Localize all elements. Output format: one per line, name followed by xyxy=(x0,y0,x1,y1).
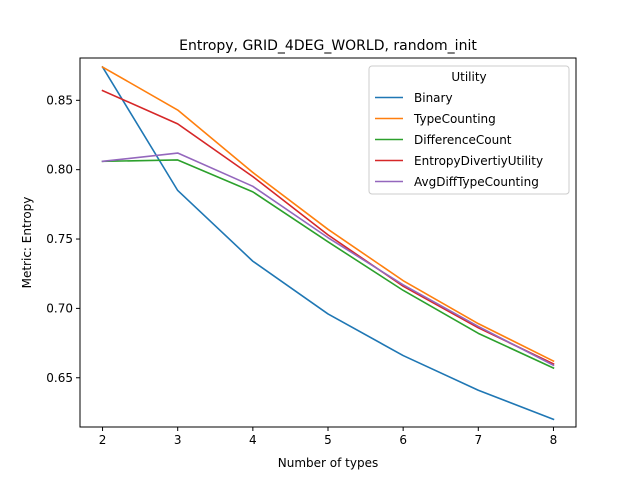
x-tick-label: 7 xyxy=(474,433,482,447)
x-tick-label: 8 xyxy=(550,433,558,447)
series-line-2 xyxy=(101,159,555,370)
chart-title: Entropy, GRID_4DEG_WORLD, random_init xyxy=(179,38,477,54)
x-tick-label: 2 xyxy=(99,433,107,447)
y-axis-ticks: 0.65 0.70 0.75 0.80 0.85 xyxy=(46,93,80,385)
series-line-4 xyxy=(101,152,555,367)
y-tick-label: 0.70 xyxy=(46,301,73,315)
legend-title: Utility xyxy=(451,70,486,84)
legend-box xyxy=(368,65,570,195)
series-line-3 xyxy=(101,89,555,365)
y-tick-label: 0.65 xyxy=(46,371,73,385)
legend: Utility Binary TypeCounting DifferenceCoun… xyxy=(368,65,570,195)
legend-label-1: TypeCounting xyxy=(413,112,496,126)
legend-label-4: AvgDiffTypeCounting xyxy=(414,175,539,189)
legend-label-3: EntropyDivertiyUtility xyxy=(414,154,543,168)
x-tick-label: 3 xyxy=(174,433,182,447)
y-tick-label: 0.85 xyxy=(46,93,73,107)
series-line-1 xyxy=(101,65,555,363)
x-tick-label: 6 xyxy=(399,433,407,447)
y-tick-label: 0.75 xyxy=(46,232,73,246)
x-axis-label: Number of types xyxy=(278,456,378,470)
plot-lines xyxy=(101,65,555,421)
legend-entries: Binary TypeCounting DifferenceCount Entropy… xyxy=(375,91,543,189)
x-axis-ticks: 2 3 4 5 6 7 8 xyxy=(99,427,558,447)
series-line-0 xyxy=(101,65,555,421)
y-axis-label: Metric: Entropy xyxy=(20,197,34,289)
legend-label-0: Binary xyxy=(414,91,453,105)
x-tick-label: 5 xyxy=(324,433,332,447)
x-tick-label: 4 xyxy=(249,433,257,447)
legend-label-2: DifferenceCount xyxy=(414,133,512,147)
y-tick-label: 0.80 xyxy=(46,163,73,177)
